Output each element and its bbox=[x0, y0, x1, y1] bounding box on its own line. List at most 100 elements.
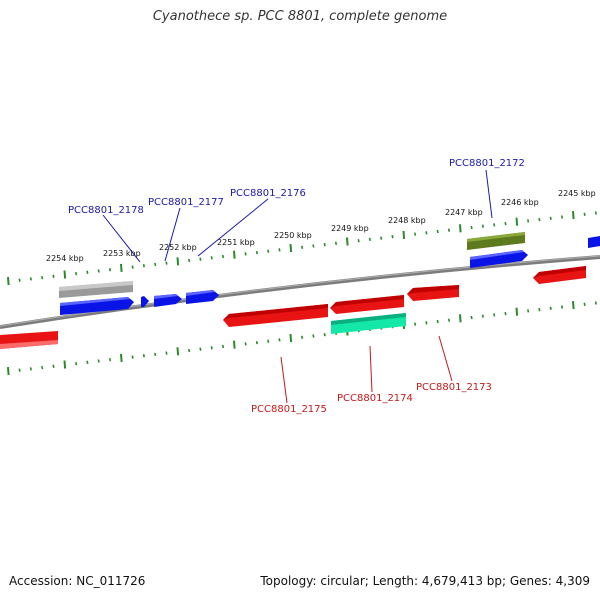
scale-tick bbox=[120, 263, 123, 272]
scale-label: 2247 kbp bbox=[445, 208, 483, 217]
scale-tick bbox=[63, 360, 67, 369]
scale-tick bbox=[233, 250, 236, 259]
scale-tick bbox=[289, 244, 293, 253]
scale-tick bbox=[52, 364, 55, 368]
scale-tick bbox=[549, 306, 552, 310]
scale-tick bbox=[560, 305, 564, 309]
scale-tick bbox=[278, 338, 281, 342]
scale-tick bbox=[312, 334, 315, 338]
gene-pcc8801-2173[interactable] bbox=[407, 285, 459, 301]
scale-tick bbox=[323, 333, 326, 337]
gene-pcc8801-2176a[interactable] bbox=[154, 294, 182, 307]
scale-tick bbox=[41, 365, 44, 370]
scale-tick bbox=[108, 358, 112, 362]
gene-label-pcc8801-2178[interactable]: PCC8801_2178 bbox=[68, 205, 144, 216]
scale-tick bbox=[86, 270, 89, 274]
scale-tick bbox=[436, 319, 439, 324]
scale-ticks-top bbox=[7, 211, 597, 286]
scale-tick bbox=[188, 258, 191, 263]
scale-tick bbox=[538, 307, 541, 312]
scale-tick bbox=[493, 313, 496, 317]
scale-tick bbox=[368, 237, 371, 242]
scale-tick bbox=[594, 301, 597, 305]
gene-pcc8801-2172[interactable] bbox=[470, 250, 528, 268]
scale-tick bbox=[221, 344, 225, 349]
scale-label: 2251 kbp bbox=[217, 238, 255, 247]
scale-tick bbox=[154, 262, 157, 267]
scale-tick bbox=[527, 219, 530, 223]
gene-pcc8801-2174-red[interactable] bbox=[330, 295, 404, 314]
scale-tick bbox=[447, 318, 451, 322]
scale-tick bbox=[346, 237, 349, 246]
gene-label-pcc8801-2177[interactable]: PCC8801_2177 bbox=[148, 197, 224, 208]
scale-tick bbox=[572, 211, 575, 220]
scale-tick bbox=[7, 367, 10, 376]
scale-tick bbox=[41, 275, 44, 280]
scale-tick bbox=[459, 314, 462, 323]
gene-label-pcc8801-2174[interactable]: PCC8801_2174 bbox=[337, 393, 413, 404]
gene-edge-blue[interactable] bbox=[588, 236, 600, 248]
gene-label-pcc8801-2173[interactable]: PCC8801_2173 bbox=[416, 382, 492, 393]
scale-tick bbox=[515, 307, 519, 316]
scale-tick bbox=[504, 221, 507, 226]
gene-pcc8801-2172-olive[interactable] bbox=[467, 232, 525, 250]
scale-tick bbox=[131, 355, 134, 359]
scale-tick bbox=[312, 244, 315, 248]
scale-tick bbox=[188, 348, 191, 353]
scale-label: 2254 kbp bbox=[46, 254, 84, 263]
scale-label: 2245 kbp bbox=[558, 189, 596, 198]
scale-tick bbox=[131, 265, 134, 269]
scale-tick bbox=[402, 230, 406, 239]
scale-tick bbox=[583, 302, 586, 306]
scale-tick bbox=[120, 353, 123, 362]
scale-tick bbox=[493, 223, 496, 227]
scale-tick bbox=[414, 322, 417, 326]
scale-tick bbox=[527, 309, 530, 313]
scale-tick bbox=[142, 354, 145, 358]
scale-tick bbox=[459, 224, 462, 233]
scale-tick bbox=[267, 339, 270, 343]
scale-tick bbox=[323, 243, 326, 247]
gene-pcc8801-2177[interactable] bbox=[141, 296, 149, 307]
scale-label: 2250 kbp bbox=[274, 231, 312, 240]
gene-label-pcc8801-2175[interactable]: PCC8801_2175 bbox=[251, 404, 327, 415]
gene-edge-red-right[interactable] bbox=[533, 266, 586, 284]
scale-tick bbox=[470, 315, 473, 320]
scale-tick bbox=[108, 268, 112, 272]
scale-tick bbox=[244, 252, 247, 256]
scale-tick bbox=[357, 239, 360, 243]
gene-label-pcc8801-2176[interactable]: PCC8801_2176 bbox=[230, 188, 306, 199]
scale-tick bbox=[549, 216, 552, 220]
scale-tick bbox=[594, 211, 597, 215]
scale-tick bbox=[154, 352, 157, 357]
scale-tick bbox=[97, 269, 100, 273]
scale-tick bbox=[18, 368, 21, 372]
gene-pcc8801-2176b[interactable] bbox=[186, 290, 219, 304]
gene-edge-red-left[interactable] bbox=[0, 331, 58, 349]
scale-tick bbox=[301, 245, 304, 249]
scale-tick bbox=[583, 212, 586, 216]
scale-tick bbox=[75, 362, 78, 366]
scale-tick bbox=[425, 321, 428, 325]
gene-pcc8801-2178-gray[interactable] bbox=[59, 281, 133, 298]
gene-pcc8801-2174[interactable] bbox=[331, 313, 406, 334]
scale-tick bbox=[29, 277, 32, 281]
genome-summary-text: Topology: circular; Length: 4,679,413 bp… bbox=[260, 574, 590, 588]
scale-tick bbox=[86, 360, 89, 364]
scale-tick bbox=[18, 278, 21, 282]
gene-pcc8801-2178[interactable] bbox=[60, 297, 134, 315]
scale-label: 2252 kbp bbox=[159, 243, 197, 252]
scale-tick bbox=[334, 241, 338, 245]
scale-tick bbox=[165, 351, 168, 355]
scale-label: 2246 kbp bbox=[501, 198, 539, 207]
scale-tick bbox=[221, 254, 225, 259]
scale-tick bbox=[380, 236, 383, 240]
scale-tick bbox=[470, 225, 473, 230]
gene-label-pcc8801-2172[interactable]: PCC8801_2172 bbox=[449, 158, 525, 169]
scale-tick bbox=[301, 335, 304, 339]
gene-pcc8801-2175[interactable] bbox=[223, 304, 328, 327]
scale-tick bbox=[29, 367, 32, 371]
scale-tick bbox=[289, 334, 293, 343]
map-title: Cyanothece sp. PCC 8801, complete genome bbox=[152, 9, 448, 24]
scale-tick bbox=[481, 314, 484, 318]
